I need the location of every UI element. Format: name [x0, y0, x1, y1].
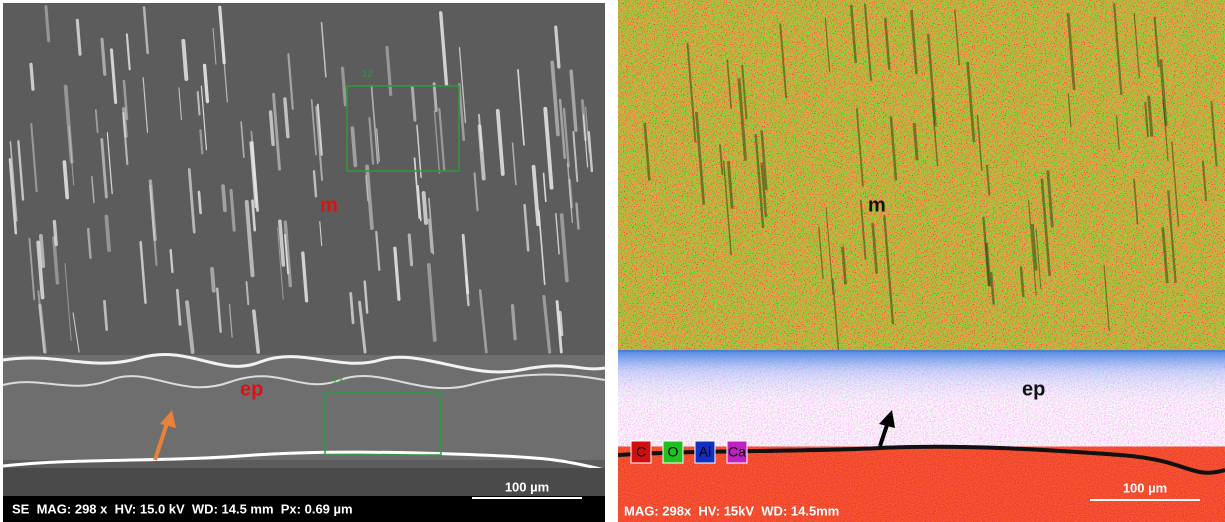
legend-label: Al [699, 444, 711, 460]
roi-label: 13 [332, 376, 344, 387]
streak [212, 269, 214, 291]
roi-label: 12 [362, 69, 374, 80]
epoxy-label: ep [1022, 378, 1045, 400]
legend-label: O [668, 444, 679, 460]
epoxy-label: ep [240, 378, 263, 400]
legend-label: Ca [728, 444, 746, 460]
info-text: SE MAG: 298 x HV: 15.0 kV WD: 14.5 mm Px… [12, 501, 353, 516]
figure: 12 13 m ep SE MAG: 298 x HV: 15.0 kV WD:… [0, 0, 1225, 522]
eds-panel: m ep C O Al Ca MAG: 298x HV: 15kV WD: 14.5m… [618, 0, 1225, 522]
scale-label: 100 µm [1123, 480, 1167, 495]
streak [106, 217, 109, 251]
al-layer [618, 350, 1225, 410]
matrix-label: m [868, 194, 886, 216]
scale-label: 100 µm [505, 479, 549, 494]
legend-label: C [636, 444, 646, 460]
info-text: MAG: 298x HV: 15kV WD: 14.5mm [624, 503, 839, 518]
sem-panel: 12 13 m ep SE MAG: 298 x HV: 15.0 kV WD:… [3, 3, 605, 522]
streak [223, 186, 225, 210]
matrix-label: m [320, 194, 338, 216]
streak [199, 192, 201, 213]
streak [31, 64, 33, 89]
streak [424, 193, 426, 223]
streak [41, 236, 43, 266]
streak [124, 109, 126, 136]
